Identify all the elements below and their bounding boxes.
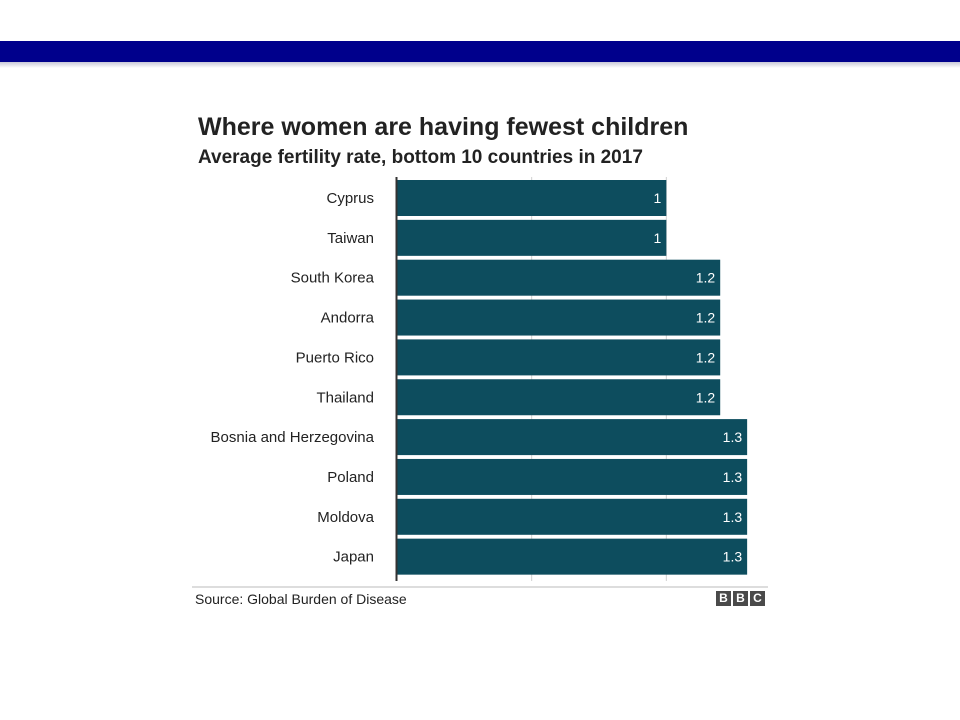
category-label: Bosnia and Herzegovina xyxy=(211,429,375,446)
bar xyxy=(397,259,721,296)
bar xyxy=(397,538,748,575)
category-label: Taiwan xyxy=(327,230,374,247)
category-label: Andorra xyxy=(321,310,375,327)
category-label: Cyprus xyxy=(326,190,374,207)
bar xyxy=(397,219,667,256)
header-bar-shadow xyxy=(0,62,960,68)
bar xyxy=(397,339,721,376)
logo-letter: C xyxy=(750,591,765,606)
bar-value-label: 1 xyxy=(654,230,662,246)
category-label: Thailand xyxy=(316,389,374,406)
bar-value-label: 1.2 xyxy=(696,310,716,326)
bar-value-label: 1.3 xyxy=(723,429,743,445)
category-label: Moldova xyxy=(317,509,374,526)
source-note: Source: Global Burden of Disease xyxy=(195,591,407,607)
bar-value-label: 1.3 xyxy=(723,469,743,485)
chart-subtitle: Average fertility rate, bottom 10 countr… xyxy=(198,147,643,168)
bar-value-label: 1 xyxy=(654,190,662,206)
bar xyxy=(397,180,667,216)
bar xyxy=(397,299,721,336)
category-label: Poland xyxy=(327,469,374,486)
header-bar xyxy=(0,41,960,62)
bbc-logo: B B C xyxy=(716,591,765,606)
bar-value-label: 1.2 xyxy=(696,270,716,286)
category-label: South Korea xyxy=(291,270,375,287)
bar xyxy=(397,498,748,535)
bar-value-label: 1.2 xyxy=(696,349,716,365)
bar xyxy=(397,458,748,495)
bar xyxy=(397,379,721,416)
category-label: Japan xyxy=(333,549,374,566)
chart-title: Where women are having fewest children xyxy=(198,113,689,141)
bar-value-label: 1.3 xyxy=(723,509,743,525)
logo-letter: B xyxy=(716,591,731,606)
category-label: Puerto Rico xyxy=(296,349,374,366)
bar-value-label: 1.2 xyxy=(696,389,716,405)
bar xyxy=(397,419,748,456)
bar-value-label: 1.3 xyxy=(723,549,743,565)
logo-letter: B xyxy=(733,591,748,606)
